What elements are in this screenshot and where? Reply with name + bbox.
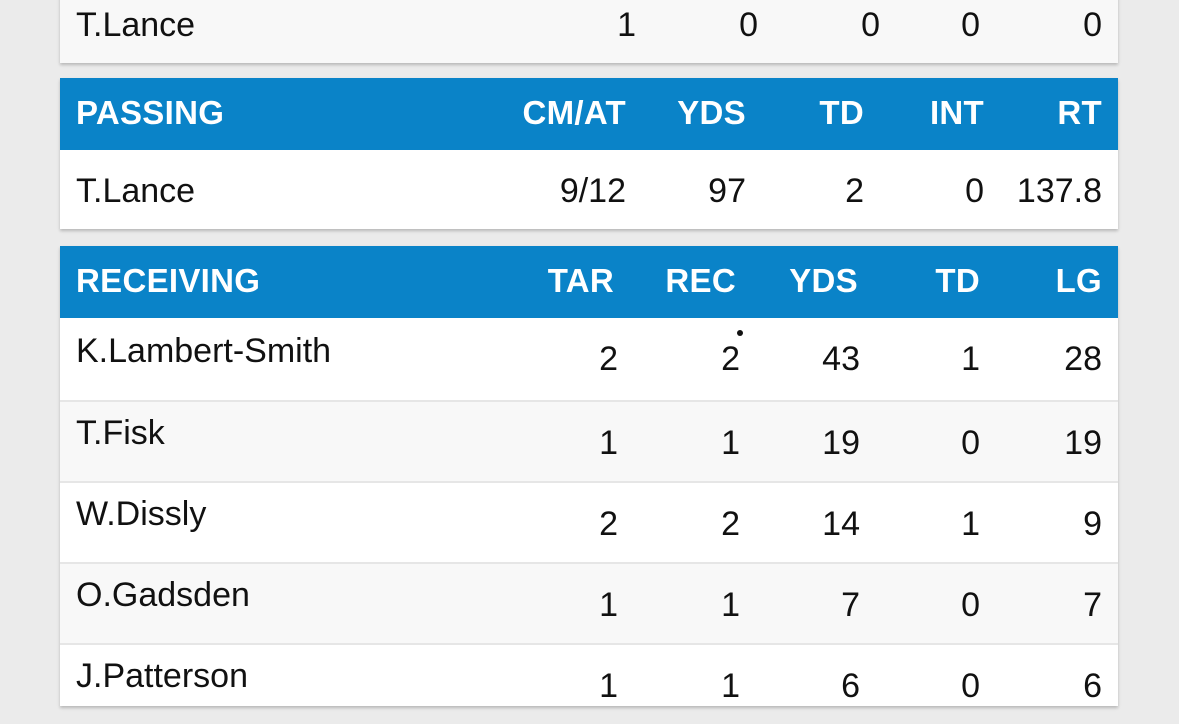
table-row: O.Gadsden 1 1 7 0 7 <box>60 562 1118 643</box>
stat-value: 2 <box>845 172 864 210</box>
stat-value: 0 <box>961 6 980 44</box>
column-header[interactable]: YDS <box>677 94 746 131</box>
column-header[interactable]: YDS <box>789 262 858 299</box>
column-header[interactable]: REC <box>665 262 736 299</box>
stat-value: 0 <box>965 172 984 210</box>
player-name: T.Lance <box>76 6 196 44</box>
stat-value: 2 <box>599 505 618 543</box>
column-header[interactable]: TAR <box>547 262 614 299</box>
stat-value: 43 <box>822 340 860 378</box>
player-name[interactable]: K.Lambert-Smith <box>76 332 332 370</box>
stat-value: 97 <box>708 172 746 210</box>
stat-value: 0 <box>961 424 980 462</box>
stat-value: 14 <box>822 505 860 543</box>
column-header[interactable]: TD <box>819 94 864 131</box>
passing-card: PASSING CM/AT YDS TD INT RT T.Lance 9/12… <box>60 78 1118 229</box>
stat-value: 2 <box>721 340 740 378</box>
receiving-header: RECEIVING TAR REC YDS TD LG <box>60 246 1118 318</box>
stat-value: 0 <box>739 6 758 44</box>
section-title: PASSING <box>76 94 225 131</box>
player-name[interactable]: J.Patterson <box>76 657 248 695</box>
table-row: T.Lance 9/12 97 2 0 137.8 <box>60 150 1118 229</box>
stat-value: 2 <box>599 340 618 378</box>
stat-value: 19 <box>822 424 860 462</box>
stat-value: 1 <box>599 586 618 624</box>
prev-section-card: T.Lance 1 0 0 0 0 <box>60 0 1118 63</box>
stat-value: 19 <box>1064 424 1102 462</box>
stat-value: 0 <box>1083 6 1102 44</box>
column-header[interactable]: INT <box>929 94 984 131</box>
stat-value: 7 <box>841 586 860 624</box>
player-name[interactable]: W.Dissly <box>76 495 207 533</box>
table-row: J.Patterson 1 1 6 0 6 <box>60 643 1118 724</box>
table-row: K.Lambert-Smith 2 2 43 1 28 <box>60 318 1118 400</box>
player-name[interactable]: T.Fisk <box>76 414 165 452</box>
player-name[interactable]: O.Gadsden <box>76 576 250 614</box>
stat-value: 1 <box>721 586 740 624</box>
stat-value: 7 <box>1083 586 1102 624</box>
stat-value: 1 <box>617 6 636 44</box>
table-row: T.Fisk 1 1 19 0 19 <box>60 400 1118 481</box>
stat-value: 1 <box>961 340 980 378</box>
indicator-dot <box>737 330 743 336</box>
column-header[interactable]: LG <box>1055 262 1102 299</box>
column-header[interactable]: TD <box>935 262 980 299</box>
section-title: RECEIVING <box>76 262 261 299</box>
player-name[interactable]: T.Lance <box>76 172 196 210</box>
column-header[interactable]: RT <box>1057 94 1102 131</box>
column-header[interactable]: CM/AT <box>522 94 626 131</box>
stat-value: 2 <box>721 505 740 543</box>
stat-value: 1 <box>721 424 740 462</box>
stat-value: 137.8 <box>1016 172 1102 210</box>
stat-value: 28 <box>1064 340 1102 378</box>
receiving-card: RECEIVING TAR REC YDS TD LG K.Lambert-Sm… <box>60 246 1118 706</box>
stat-value: 0 <box>861 6 880 44</box>
stat-value: 0 <box>961 586 980 624</box>
stat-value: 9 <box>1083 505 1102 543</box>
table-row: T.Lance 1 0 0 0 0 <box>60 0 1118 63</box>
table-row: W.Dissly 2 2 14 1 9 <box>60 481 1118 562</box>
stat-value: 1 <box>961 505 980 543</box>
stat-value: 9/12 <box>559 172 626 210</box>
passing-header: PASSING CM/AT YDS TD INT RT <box>60 78 1118 150</box>
stat-value: 1 <box>599 424 618 462</box>
